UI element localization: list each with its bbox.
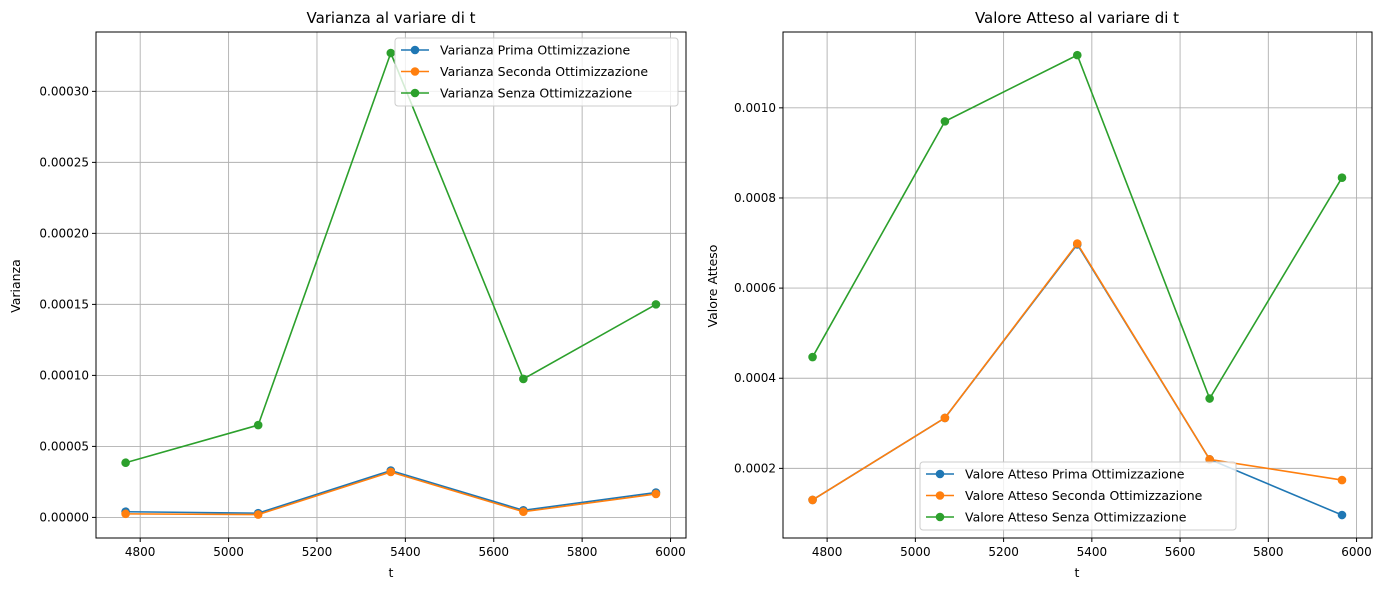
legend-label: Valore Atteso Prima Ottimizzazione [965,467,1185,482]
y-tick-label: 0.00030 [39,84,89,98]
legend-item: Varianza Senza Ottimizzazione [401,86,633,101]
plot-frame [95,31,687,539]
series-line [811,54,1343,401]
x-tick-label: 5400 [1077,545,1108,559]
data-point [1205,394,1214,403]
legend-item: Varianza Seconda Ottimizzazione [401,64,648,79]
chart-title: Varianza al variare di t [306,9,475,27]
y-tick-label: 0.00015 [39,297,89,311]
data-point [1337,475,1347,485]
chart-title: Valore Atteso al variare di t [975,9,1179,27]
x-tick-label: 5800 [1253,545,1284,559]
x-tick-label: 5600 [478,545,509,559]
y-tick-label: 0.0006 [734,281,776,295]
legend-item: Valore Atteso Seconda Ottimizzazione [926,488,1203,503]
legend-label: Varianza Prima Ottimizzazione [440,43,631,58]
legend-marker [935,491,945,500]
legend-label: Varianza Senza Ottimizzazione [440,86,633,101]
legend: Valore Atteso Prima Ottimizzazione Valore… [919,461,1237,531]
series-line [125,471,657,516]
legend-marker [410,88,420,98]
y-tick-label: 0.00020 [39,226,89,240]
x-tick-label: 5000 [900,545,931,559]
legend: Varianza Prima Ottimizzazione Varianza Se… [394,37,679,107]
legend-item: Valore Atteso Senza Ottimizzazione [926,510,1187,525]
series-3 [808,50,1347,403]
series-line [812,242,1343,501]
series-3 [121,48,661,468]
x-tick-label: 6000 [655,545,686,559]
data-point [1072,50,1082,60]
x-tick-label: 5000 [213,545,244,559]
data-point [808,495,817,505]
legend-marker [410,67,420,76]
x-axis-label: t [389,565,394,580]
legend-marker [935,512,945,522]
x-tick-label: 4800 [125,545,156,559]
x-tick-label: 4800 [812,545,843,559]
y-axis-label: Valore Atteso [705,245,720,328]
data-point [1337,173,1347,182]
legend-label: Valore Atteso Seconda Ottimizzazione [965,488,1203,503]
x-tick-label: 5800 [567,545,598,559]
grid [96,32,686,538]
data-point [121,458,130,468]
x-tick-label: 5600 [1165,545,1196,559]
data-point [651,489,661,499]
x-tick-label: 5200 [988,545,1019,559]
data-point [253,420,263,430]
data-point [940,413,950,423]
legend-label: Valore Atteso Senza Ottimizzazione [965,510,1187,525]
legend-box [394,37,679,107]
series-line [125,469,657,514]
data-point [1337,510,1347,520]
data-point [940,117,950,126]
series-2 [808,239,1347,505]
data-point [386,467,396,477]
x-tick-label: 6000 [1341,545,1372,559]
data-point [1072,239,1082,248]
legend-item: Valore Atteso Prima Ottimizzazione [926,467,1185,482]
y-tick-label: 0.0004 [734,371,776,385]
y-tick-label: 0.0008 [734,191,776,205]
data-point [253,510,263,519]
y-tick-label: 0.00000 [39,510,89,524]
x-axis-label: t [1075,565,1080,580]
legend-item: Varianza Prima Ottimizzazione [401,43,631,58]
legend-marker [935,469,945,479]
grid [783,32,1372,538]
expected-value-chart: Valore Atteso al variare di t t Valore A… [705,9,1373,580]
y-tick-label: 0.00025 [39,155,89,169]
series-2 [121,467,661,519]
y-tick-label: 0.0010 [734,101,776,115]
data-point [386,48,396,58]
data-point [519,507,528,517]
series-line [125,50,657,464]
data-point [519,374,528,384]
data-point [651,300,661,309]
plot-frame [782,31,1373,539]
y-tick-label: 0.00005 [39,439,89,453]
legend-marker [410,45,420,55]
x-tick-label: 5400 [390,545,421,559]
y-axis-label: Varianza [8,259,23,313]
data-point [808,352,817,362]
y-tick-label: 0.0002 [734,461,776,475]
legend-label: Varianza Seconda Ottimizzazione [440,64,648,79]
data-point [121,509,130,519]
legend-box [919,461,1237,531]
x-tick-label: 5200 [302,545,333,559]
variance-chart: Varianza al variare di t t Varianza 4800… [8,9,687,580]
y-tick-label: 0.00010 [39,368,89,382]
